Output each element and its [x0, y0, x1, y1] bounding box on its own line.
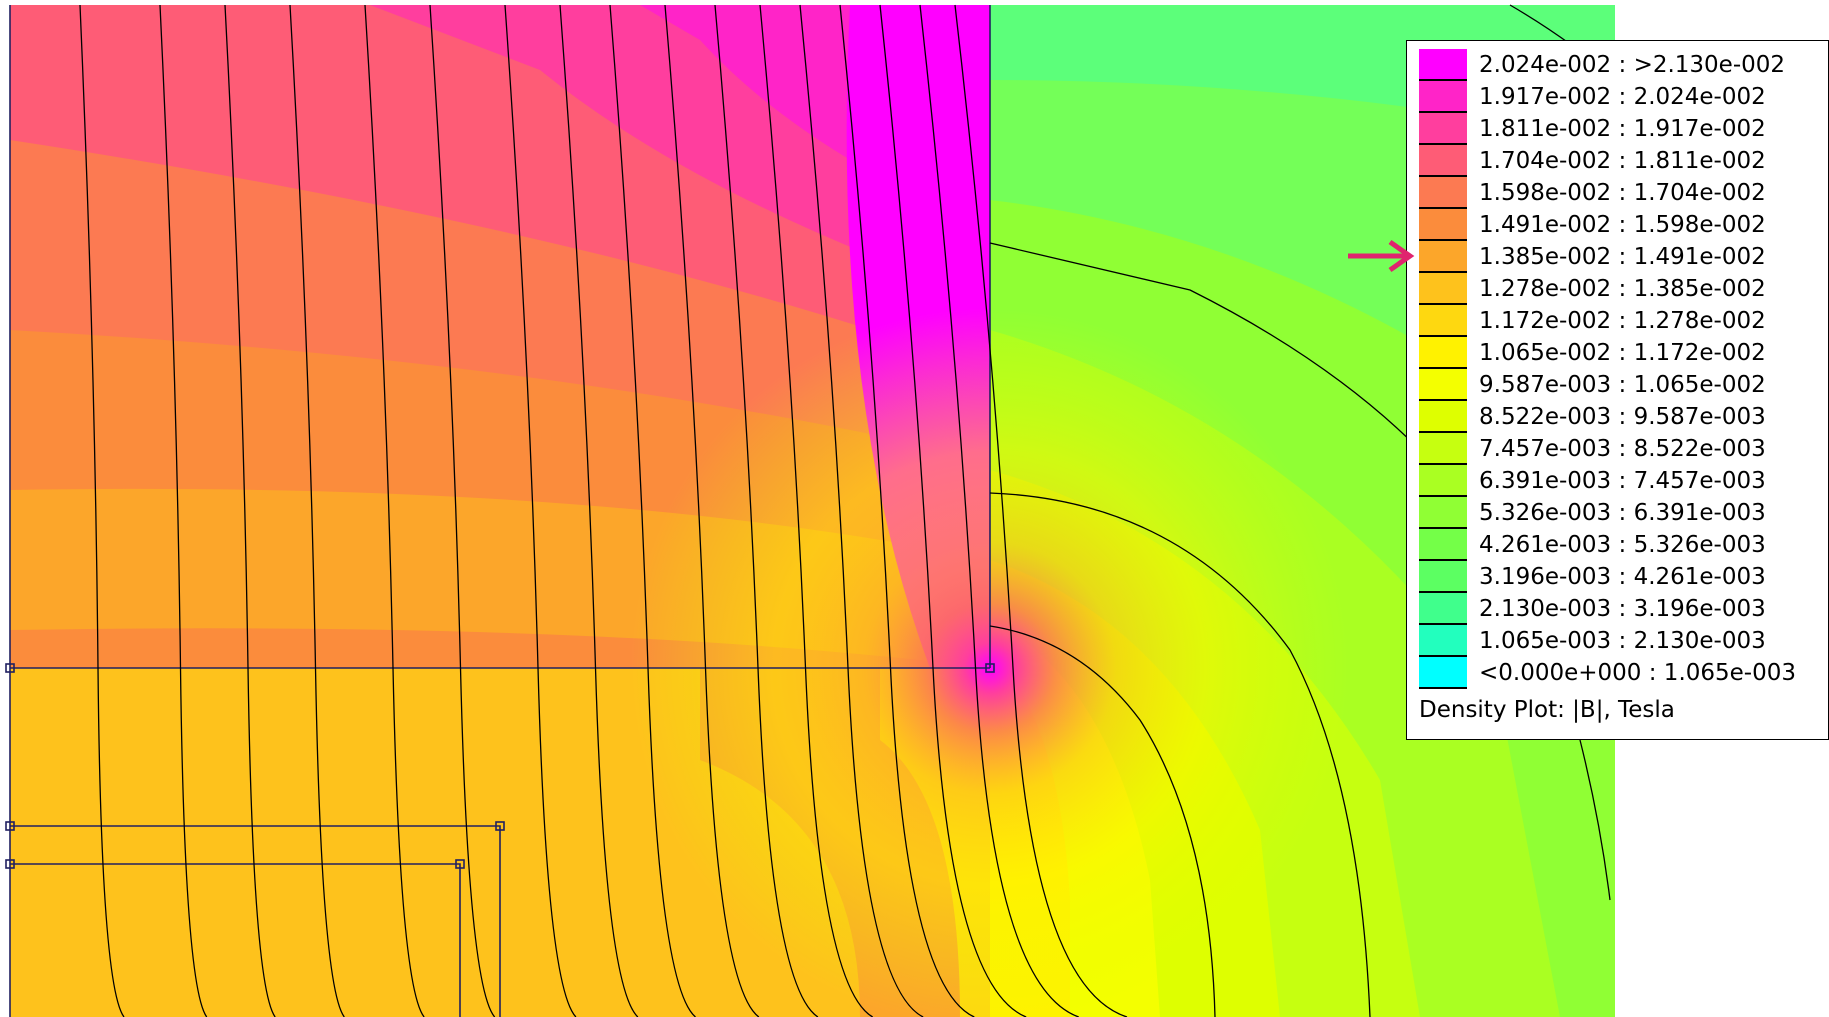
highlight-arrow-icon — [1348, 239, 1415, 273]
legend-swatch — [1419, 625, 1467, 657]
legend-swatch — [1419, 433, 1467, 465]
flux-line — [759, 4, 873, 1017]
flux-line — [289, 4, 345, 1017]
geometry-outlines — [5, 5, 995, 1017]
legend-swatch — [1419, 369, 1467, 401]
flux-line — [989, 625, 1216, 1017]
legend-swatch — [1419, 305, 1467, 337]
legend-label: 2.024e-002 : >2.130e-002 — [1479, 52, 1786, 78]
flux-line — [714, 4, 819, 1017]
flux-line — [919, 4, 1079, 1017]
legend-swatch — [1419, 49, 1467, 81]
legend-swatch — [1419, 465, 1467, 497]
legend-label: 1.704e-002 : 1.811e-002 — [1479, 148, 1766, 174]
legend-swatch — [1419, 273, 1467, 305]
legend-swatch — [1419, 561, 1467, 593]
node-left-1 — [5, 663, 15, 673]
flux-line — [609, 4, 696, 1017]
flux-line — [839, 4, 975, 1017]
legend: 2.024e-002 : >2.130e-002 1.917e-002 : 2.0… — [1406, 40, 1829, 740]
inner-block-inner — [10, 863, 461, 1017]
flux-line — [79, 4, 125, 1017]
flux-lines — [79, 4, 1616, 1017]
legend-label: 1.917e-002 : 2.024e-002 — [1479, 84, 1766, 110]
flux-line — [954, 4, 1128, 1017]
legend-swatch — [1419, 657, 1467, 689]
arrow-head — [1388, 239, 1415, 273]
flux-line — [364, 4, 425, 1017]
inner-block-outer — [10, 825, 501, 1017]
node-outer — [495, 821, 505, 831]
legend-label: <0.000e+000 : 1.065e-003 — [1479, 660, 1797, 686]
legend-label: 1.491e-002 : 1.598e-002 — [1479, 212, 1766, 238]
legend-swatch — [1419, 209, 1467, 241]
legend-label: 1.172e-002 : 1.278e-002 — [1479, 308, 1766, 334]
legend-label: 4.261e-003 : 5.326e-003 — [1479, 532, 1766, 558]
flux-line — [559, 4, 639, 1017]
legend-swatch — [1419, 145, 1467, 177]
legend-label: 8.522e-003 : 9.587e-003 — [1479, 404, 1766, 430]
legend-label: 9.587e-003 : 1.065e-002 — [1479, 372, 1766, 398]
legend-label: 1.385e-002 : 1.491e-002 — [1479, 244, 1766, 270]
flux-line — [1579, 739, 1611, 901]
flux-line — [504, 4, 577, 1017]
legend-label: 2.130e-003 : 3.196e-003 — [1479, 596, 1766, 622]
legend-label: 6.391e-003 : 7.457e-003 — [1479, 468, 1766, 494]
background-left — [0, 0, 10, 1017]
flux-line — [159, 4, 208, 1017]
flux-line — [879, 4, 1027, 1017]
legend-label: 7.457e-003 : 8.522e-003 — [1479, 436, 1766, 462]
legend-label: 1.065e-002 : 1.172e-002 — [1479, 340, 1766, 366]
node-inner — [455, 859, 465, 869]
flux-line — [429, 4, 496, 1017]
flux-line — [989, 492, 1371, 1017]
flux-line — [989, 242, 1421, 451]
legend-swatch — [1419, 337, 1467, 369]
legend-swatch — [1419, 241, 1467, 273]
legend-swatch — [1419, 177, 1467, 209]
flux-line — [664, 4, 760, 1017]
node-left-2 — [5, 821, 15, 831]
background-top — [0, 0, 1615, 5]
legend-caption: Density Plot: |B|, Tesla — [1419, 697, 1675, 723]
legend-label: 1.278e-002 : 1.385e-002 — [1479, 276, 1766, 302]
legend-swatch — [1419, 497, 1467, 529]
legend-label: 1.811e-002 : 1.917e-002 — [1479, 116, 1766, 142]
legend-label: 3.196e-003 : 4.261e-003 — [1479, 564, 1766, 590]
legend-swatch — [1419, 113, 1467, 145]
legend-swatch — [1419, 401, 1467, 433]
node-corner — [985, 663, 995, 673]
flux-line — [224, 4, 276, 1017]
legend-label: 1.598e-002 : 1.704e-002 — [1479, 180, 1766, 206]
flux-line — [799, 4, 924, 1017]
legend-label: 5.326e-003 : 6.391e-003 — [1479, 500, 1766, 526]
legend-swatch — [1419, 593, 1467, 625]
legend-swatch — [1419, 529, 1467, 561]
legend-swatch — [1419, 81, 1467, 113]
node-left-3 — [5, 859, 15, 869]
legend-label: 1.065e-003 : 2.130e-003 — [1479, 628, 1766, 654]
